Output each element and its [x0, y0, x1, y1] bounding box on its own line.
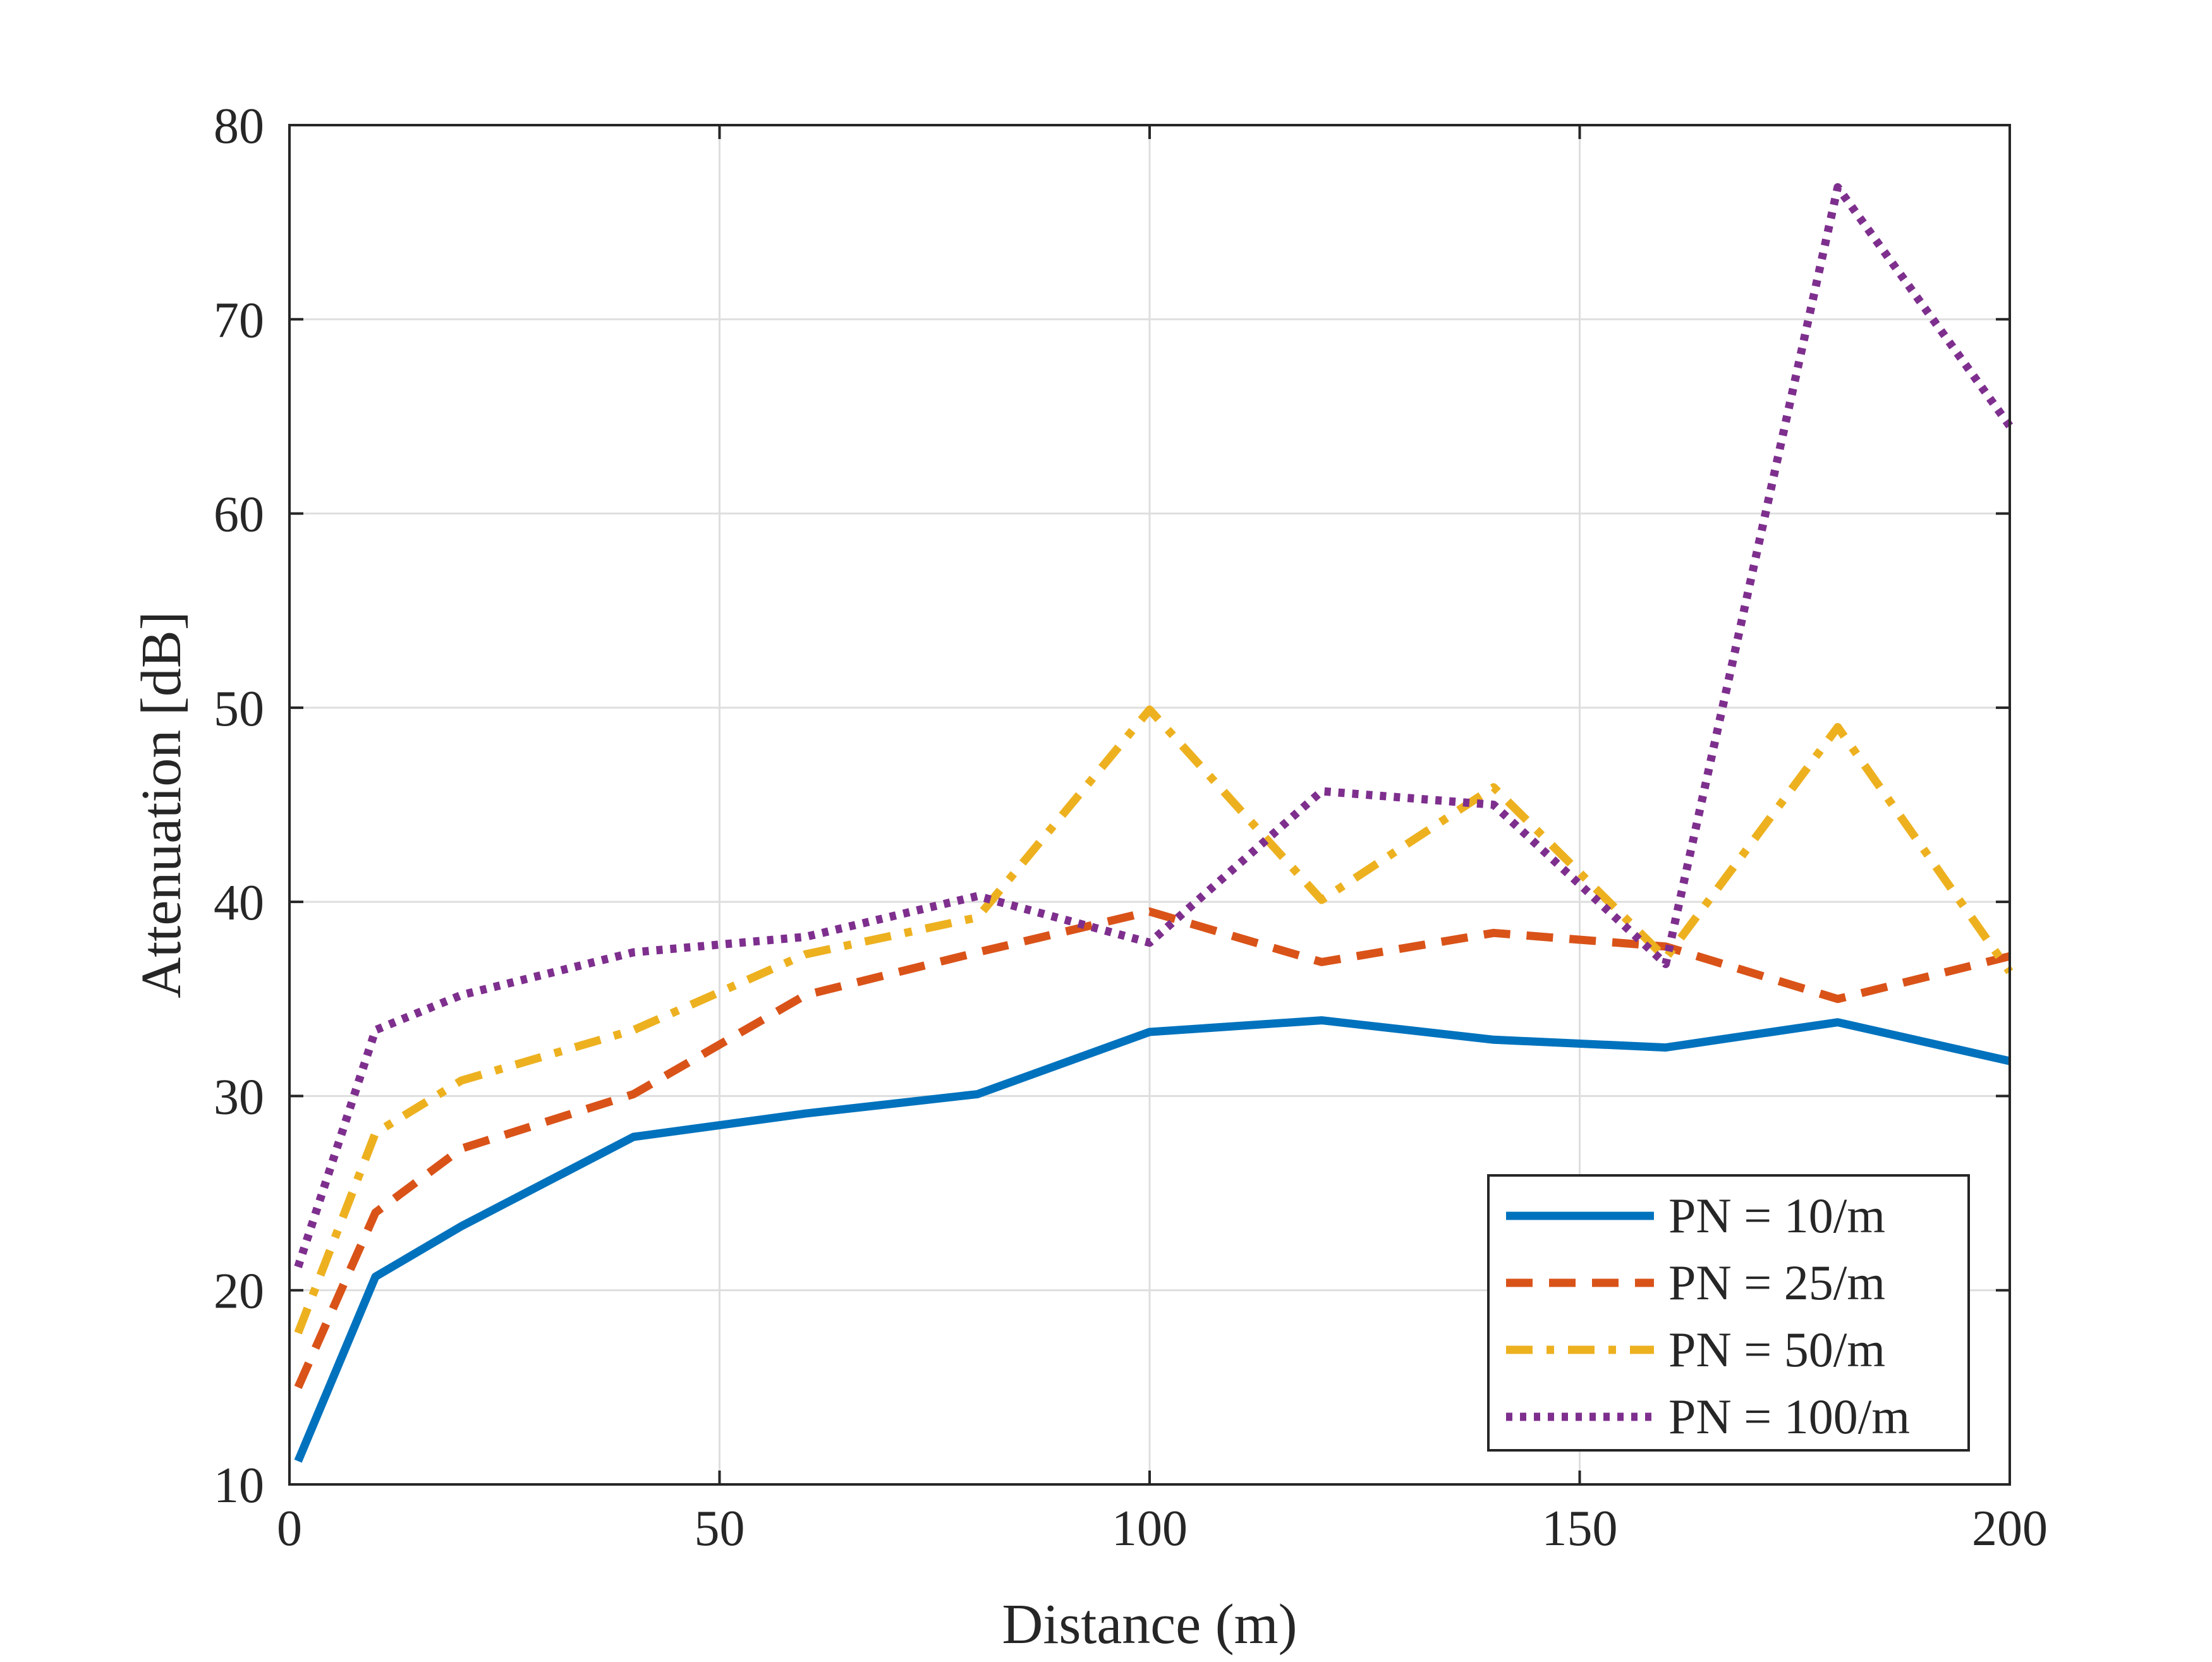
x-tick-label: 100: [1112, 1501, 1188, 1556]
legend-label-4: PN = 100/m: [1668, 1389, 1910, 1444]
y-axis-title: Attenuation [dB]: [130, 611, 193, 998]
series-line-3: [294, 705, 2014, 1335]
y-tick-label: 10: [214, 1458, 264, 1513]
grid-lines: [289, 125, 2010, 1484]
legend-label-1: PN = 10/m: [1668, 1188, 1885, 1243]
x-axis-title: Distance (m): [1002, 1593, 1297, 1656]
series-lines: [294, 183, 2014, 1463]
y-tick-label: 60: [214, 487, 264, 543]
series-line-1: [294, 1016, 2011, 1463]
y-tick-label: 70: [214, 293, 264, 348]
legend: PN = 10/m PN = 25/m PN = 50/m PN = 100/m: [1487, 1174, 1970, 1452]
series-line-2: [294, 907, 2011, 1390]
ticks: 0 50 100 150 200 10 20 30 40 50 60 70 80 Distance (m)…: [130, 99, 2048, 1656]
legend-box: [1487, 1174, 1970, 1452]
y-tick-label: 40: [214, 875, 264, 931]
x-tick-label: 50: [695, 1501, 745, 1556]
legend-label-3: PN = 50/m: [1668, 1322, 1885, 1377]
y-tick-label: 20: [214, 1264, 264, 1319]
legend-label-2: PN = 25/m: [1668, 1255, 1885, 1310]
y-tick-label: 30: [214, 1069, 264, 1125]
x-tick-label: 200: [1972, 1501, 2048, 1556]
y-tick-label: 80: [214, 99, 264, 154]
x-tick-label: 0: [277, 1501, 302, 1556]
x-tick-label: 150: [1542, 1501, 1618, 1556]
y-tick-label: 50: [214, 681, 264, 737]
